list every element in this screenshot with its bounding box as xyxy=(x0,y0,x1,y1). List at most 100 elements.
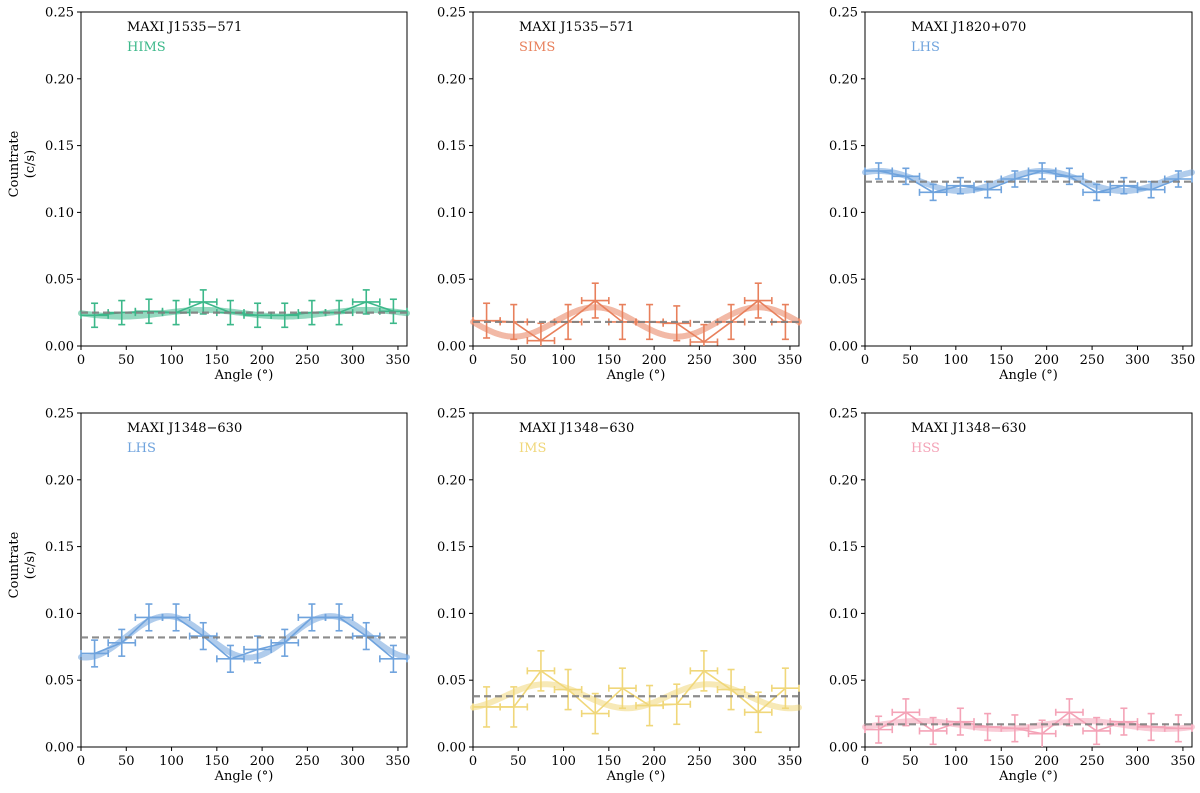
data-point xyxy=(891,167,921,186)
y-tick-label: 0.20 xyxy=(437,72,466,87)
state-label: SIMS xyxy=(519,40,555,55)
data-point xyxy=(243,635,272,664)
x-axis-label: Angle (°) xyxy=(998,368,1058,383)
data-point xyxy=(1000,714,1030,743)
x-tick-label: 0 xyxy=(77,353,85,368)
y-axis-label-line2: (c/s) xyxy=(23,150,38,178)
data-point xyxy=(80,639,109,668)
y-tick-label: 0.20 xyxy=(829,72,858,87)
data-point xyxy=(526,650,556,692)
x-tick-label: 200 xyxy=(1034,353,1059,368)
data-point xyxy=(134,298,164,325)
data-point xyxy=(689,323,719,346)
data-point xyxy=(1000,170,1030,188)
x-tick-label: 100 xyxy=(943,353,968,368)
x-tick-label: 150 xyxy=(596,353,621,368)
x-axis-label: Angle (°) xyxy=(214,769,274,784)
y-tick-label: 0.10 xyxy=(829,206,858,221)
x-tick-label: 300 xyxy=(732,754,757,769)
data-point xyxy=(662,683,692,726)
source-label: MAXI J1535−571 xyxy=(519,20,634,35)
x-tick-label: 0 xyxy=(77,754,85,769)
axes-frame xyxy=(472,11,800,347)
y-tick-label: 0.05 xyxy=(829,273,858,288)
data-point xyxy=(918,716,948,746)
x-tick-label: 150 xyxy=(596,754,621,769)
y-tick-label: 0.10 xyxy=(437,206,466,221)
x-tick-label: 350 xyxy=(1171,353,1196,368)
state-label: LHS xyxy=(911,40,940,55)
y-axis-label-line1: Countrate xyxy=(7,531,22,598)
data-point xyxy=(379,644,408,673)
x-tick-label: 350 xyxy=(778,353,803,368)
x-tick-label: 250 xyxy=(295,754,320,769)
y-tick-label: 0.10 xyxy=(829,607,858,622)
x-tick-label: 250 xyxy=(1080,353,1105,368)
data-point xyxy=(1109,707,1139,736)
y-axis-label-2: Countrate (c/s) xyxy=(7,531,38,598)
y-tick-label: 0.25 xyxy=(829,6,858,21)
x-tick-label: 200 xyxy=(642,754,667,769)
y-tick-label: 0.10 xyxy=(45,607,74,622)
x-tick-label: 300 xyxy=(340,353,365,368)
data-point xyxy=(771,667,800,710)
x-tick-label: 250 xyxy=(687,353,712,368)
x-tick-label: 0 xyxy=(469,754,477,769)
x-axis-label: Angle (°) xyxy=(606,368,666,383)
y-tick-label: 0.05 xyxy=(45,273,74,288)
x-tick-label: 100 xyxy=(551,353,576,368)
data-point xyxy=(891,698,921,727)
y-tick-label: 0.15 xyxy=(829,540,858,555)
x-tick-label: 150 xyxy=(204,754,229,769)
data-point xyxy=(1136,712,1166,742)
x-axis-label: Angle (°) xyxy=(998,769,1058,784)
source-label: MAXI J1348−630 xyxy=(127,421,242,436)
y-tick-label: 0.20 xyxy=(45,473,74,488)
axes-frame xyxy=(80,11,408,347)
x-tick-label: 50 xyxy=(510,353,527,368)
y-tick-label: 0.05 xyxy=(829,674,858,689)
axes-frame xyxy=(80,412,408,748)
y-tick-label: 0.00 xyxy=(829,340,858,355)
x-tick-label: 300 xyxy=(1125,754,1150,769)
x-tick-label: 100 xyxy=(159,754,184,769)
y-tick-label: 0.00 xyxy=(829,741,858,756)
data-point xyxy=(743,691,773,734)
x-tick-label: 150 xyxy=(989,754,1014,769)
y-tick-label: 0.25 xyxy=(829,407,858,422)
x-tick-label: 200 xyxy=(250,754,275,769)
data-point xyxy=(1163,714,1193,743)
data-point xyxy=(662,305,692,342)
data-point xyxy=(553,668,583,711)
x-tick-label: 350 xyxy=(1171,754,1196,769)
state-label: HSS xyxy=(911,441,940,456)
y-tick-label: 0.10 xyxy=(45,206,74,221)
x-tick-label: 300 xyxy=(732,353,757,368)
y-tick-label: 0.15 xyxy=(437,139,466,154)
x-tick-label: 150 xyxy=(204,353,229,368)
y-tick-label: 0.15 xyxy=(45,540,74,555)
x-tick-label: 200 xyxy=(642,353,667,368)
data-point xyxy=(472,686,501,728)
y-tick-label: 0.15 xyxy=(829,139,858,154)
state-label: HIMS xyxy=(127,40,166,55)
data-point xyxy=(864,715,894,744)
data-point xyxy=(1027,719,1057,747)
y-tick-label: 0.20 xyxy=(45,72,74,87)
panel-1: 0.00 0.05 0.10 0.15 0.20 0.25 0 50 100 150 200 250 3… xyxy=(45,6,410,384)
state-label: LHS xyxy=(127,441,156,456)
data-point xyxy=(526,322,556,346)
data-point xyxy=(973,712,1003,742)
y-tick-label: 0.25 xyxy=(45,6,74,21)
y-axis-label-line2: (c/s) xyxy=(23,551,38,579)
data-point xyxy=(608,667,637,710)
data-point xyxy=(864,162,894,180)
source-label: MAXI J1535−571 xyxy=(127,20,242,35)
x-axis-label: Angle (°) xyxy=(606,769,666,784)
data-point xyxy=(635,684,664,727)
x-tick-label: 50 xyxy=(510,754,527,769)
data-line xyxy=(486,669,786,715)
panel-6: 0.00 0.05 0.10 0.15 0.20 0.25 0 50 100 150 200 250 3… xyxy=(829,407,1195,785)
source-label: MAXI J1348−630 xyxy=(911,421,1026,436)
